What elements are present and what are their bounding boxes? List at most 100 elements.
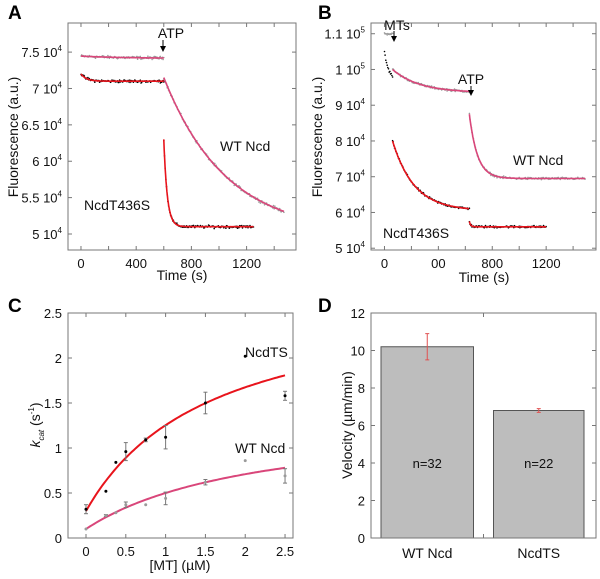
series-wt-ncd bbox=[80, 54, 285, 214]
panel-b-atp-label: ATP bbox=[458, 71, 484, 87]
panel-a-ts-label: NcdT436S bbox=[84, 197, 150, 213]
y-tick-mantissa: 1 bbox=[55, 441, 62, 456]
panel-b-ylabel: Fluorescence (a.u.) bbox=[309, 77, 325, 198]
data-point bbox=[144, 503, 148, 507]
y-tick-exponent: 4 bbox=[58, 117, 63, 126]
fit-curve bbox=[81, 55, 164, 59]
trace-dot bbox=[272, 204, 275, 207]
y-tick-label: 1.5 bbox=[44, 396, 62, 411]
y-tick-mantissa: 7 10 bbox=[335, 170, 360, 185]
trace-dot bbox=[387, 66, 389, 69]
trace-dot bbox=[94, 81, 96, 83]
y-tick-label: 10 bbox=[351, 344, 365, 359]
fit-curve bbox=[468, 114, 586, 180]
panel-a-xlabel: Time (s) bbox=[157, 267, 208, 283]
data-point bbox=[283, 474, 287, 478]
data-point bbox=[114, 460, 118, 464]
y-tick-mantissa: 2.5 bbox=[44, 306, 62, 321]
y-tick-exponent: 4 bbox=[58, 153, 63, 162]
y-tick-exponent: 5 bbox=[361, 26, 366, 35]
panel-a-atp-label: ATP bbox=[158, 25, 184, 41]
panel-b-xlabel: Time (s) bbox=[459, 269, 510, 285]
y-tick-label: 8 104 bbox=[335, 133, 365, 149]
trace-dot bbox=[274, 205, 276, 207]
y-tick-mantissa: 1.5 bbox=[44, 396, 62, 411]
bar-count-label: n=32 bbox=[413, 456, 442, 471]
x-tick-label: 800 bbox=[181, 256, 203, 271]
x-tick-label: 2.5 bbox=[276, 544, 294, 559]
data-point bbox=[124, 503, 128, 507]
x-tick-label: 0 bbox=[77, 256, 84, 271]
y-tick-label: 5.5 104 bbox=[21, 190, 62, 206]
data-point bbox=[164, 435, 168, 439]
trace-dot bbox=[154, 55, 157, 58]
panel-letter-c: C bbox=[8, 296, 22, 317]
trace-dot bbox=[386, 64, 389, 66]
data-point bbox=[203, 480, 207, 484]
trace-dot bbox=[147, 55, 149, 57]
data-point bbox=[243, 354, 247, 358]
bar-count-label: n=22 bbox=[524, 456, 553, 471]
panel-d-chart: n=32 WT Ncd n=22 NcdTS 0 2 4 6 8 10 12 bbox=[351, 306, 597, 561]
y-tick-mantissa: 6 10 bbox=[32, 154, 57, 169]
kcat-k: k bbox=[27, 440, 43, 448]
series-ncdts bbox=[83, 354, 288, 515]
y-tick-label: 7 104 bbox=[32, 80, 62, 96]
y-tick-mantissa: 5 10 bbox=[335, 241, 360, 256]
trace-dot bbox=[101, 55, 104, 57]
trace-dot bbox=[391, 74, 393, 77]
trace-dot bbox=[258, 201, 260, 203]
y-tick-label: 4 bbox=[358, 456, 365, 471]
x-tick-label: 800 bbox=[481, 256, 503, 271]
x-tick-label: 2 bbox=[242, 544, 249, 559]
y-tick-exponent: 5 bbox=[361, 61, 366, 70]
y-tick-label: 7 104 bbox=[335, 169, 365, 185]
trace-dot bbox=[385, 61, 388, 64]
y-tick-label: 1.1 105 bbox=[324, 26, 365, 42]
trace-dot bbox=[387, 68, 390, 70]
panel-a-wt-label: WT Ncd bbox=[220, 138, 270, 154]
panel-b-mts-label: MTs bbox=[384, 17, 410, 33]
trace-dot bbox=[468, 112, 471, 115]
series-ncdt436s bbox=[383, 50, 547, 229]
y-tick-exponent: 4 bbox=[361, 97, 366, 106]
y-tick-label: 1 105 bbox=[335, 61, 365, 77]
trace-dot bbox=[386, 34, 389, 36]
data-point bbox=[144, 438, 148, 442]
y-tick-label: 2 bbox=[358, 494, 365, 509]
x-tick-label: 1 bbox=[162, 544, 169, 559]
kcat-sup: -1 bbox=[27, 407, 36, 415]
x-tick-label: 1200 bbox=[532, 256, 561, 271]
trace-dot bbox=[496, 177, 498, 179]
kcat-sub: cat bbox=[37, 429, 46, 440]
trace-dot bbox=[151, 58, 153, 61]
trace-dot bbox=[94, 57, 97, 59]
panel-b-ts-label: NcdT436S bbox=[383, 225, 449, 241]
data-point bbox=[104, 489, 108, 493]
trace-dot bbox=[159, 55, 162, 58]
data-point bbox=[84, 507, 88, 511]
kcat-close: ) bbox=[27, 402, 43, 407]
y-tick-label: 5 104 bbox=[335, 240, 365, 256]
trace-dot bbox=[238, 184, 240, 187]
y-tick-label: 6 104 bbox=[335, 204, 365, 220]
y-tick-exponent: 4 bbox=[361, 204, 366, 213]
y-tick-exponent: 4 bbox=[58, 190, 63, 199]
trace-dot bbox=[391, 32, 394, 35]
trace-dot bbox=[192, 224, 195, 227]
data-point bbox=[104, 514, 108, 517]
data-point bbox=[164, 496, 168, 500]
trace-dot bbox=[389, 70, 391, 73]
x-tick-label: 00 bbox=[431, 256, 445, 271]
trace-dot bbox=[236, 227, 239, 229]
data-point bbox=[203, 401, 207, 405]
y-tick-mantissa: 9 10 bbox=[335, 98, 360, 113]
trace-dot bbox=[225, 227, 227, 229]
trace-dot bbox=[542, 224, 545, 227]
y-tick-label: 0.5 bbox=[44, 486, 62, 501]
trace-dot bbox=[385, 59, 387, 61]
trace-dot bbox=[213, 227, 215, 230]
panel-letter-d: D bbox=[318, 296, 332, 317]
y-tick-label: 5 104 bbox=[32, 226, 62, 242]
